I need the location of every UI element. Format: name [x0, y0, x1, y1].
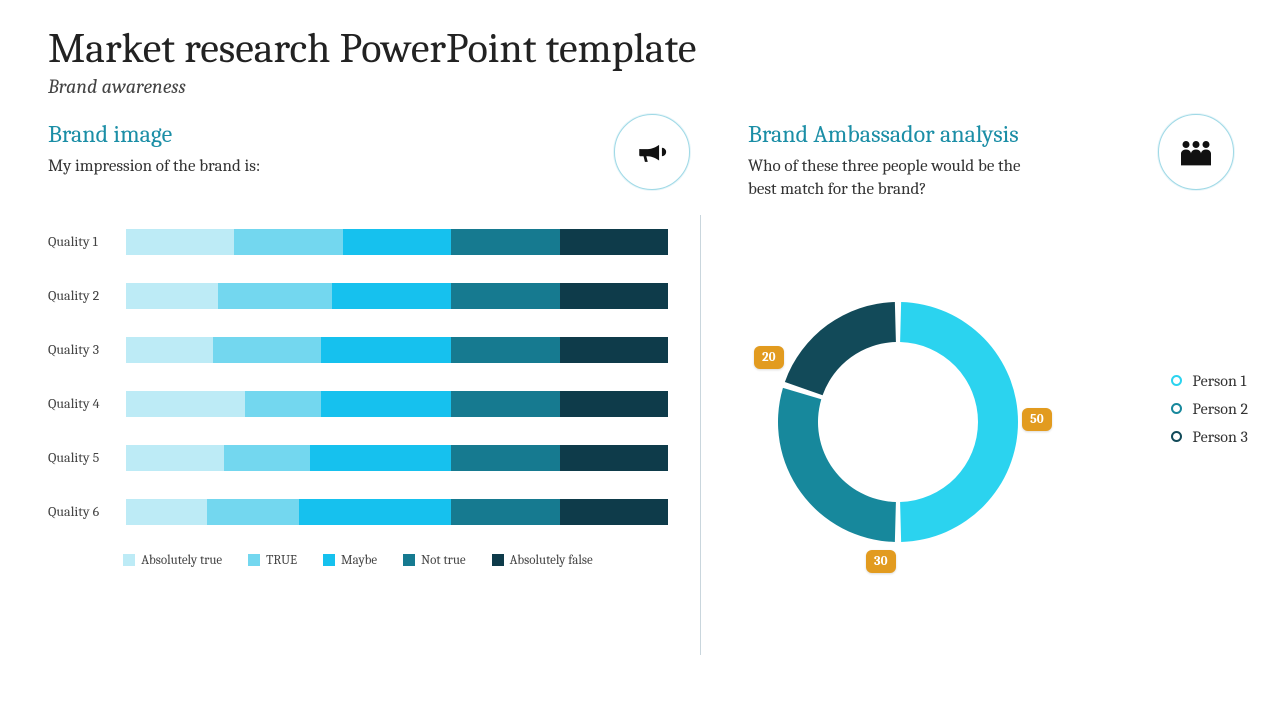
- legend-item: Absolutely true: [123, 553, 222, 568]
- legend-swatch: [323, 554, 335, 566]
- page-title: Market research PowerPoint template: [48, 24, 1232, 73]
- bar-segment: [126, 283, 218, 309]
- bar-segment: [234, 229, 342, 255]
- legend-swatch: [1171, 375, 1182, 386]
- donut-legend: Person 1 Person 2 Person 3: [1171, 372, 1248, 456]
- legend-swatch: [248, 554, 260, 566]
- legend-swatch: [123, 554, 135, 566]
- bar-segment: [126, 445, 224, 471]
- bar-track: [126, 337, 668, 363]
- bar-segment: [126, 229, 234, 255]
- bar-segment: [560, 445, 668, 471]
- bar-label: Quality 1: [48, 233, 126, 250]
- bar-row: Quality 1: [48, 229, 668, 255]
- bar-row: Quality 2: [48, 283, 668, 309]
- bar-label: Quality 3: [48, 341, 126, 358]
- bar-segment: [451, 445, 559, 471]
- bar-segment: [126, 499, 207, 525]
- donut-svg: [748, 272, 1048, 572]
- bar-segment: [560, 283, 668, 309]
- slide: Market research PowerPoint template Bran…: [0, 0, 1280, 604]
- bar-segment: [126, 337, 213, 363]
- legend-item: Person 3: [1171, 428, 1248, 446]
- right-section-title: Brand Ambassador analysis: [748, 120, 1228, 148]
- legend-item: Person 1: [1171, 372, 1248, 390]
- bar-label: Quality 2: [48, 287, 126, 304]
- legend-label: Not true: [421, 553, 466, 568]
- bar-track: [126, 229, 668, 255]
- legend-label: Maybe: [341, 553, 377, 568]
- donut-slice: [778, 388, 896, 542]
- legend-label: Absolutely false: [510, 553, 593, 568]
- legend-label: Person 3: [1192, 428, 1247, 446]
- bar-track: [126, 283, 668, 309]
- bar-segment: [560, 337, 668, 363]
- bar-segment: [451, 391, 559, 417]
- donut-slice: [900, 302, 1018, 542]
- legend-item: TRUE: [248, 553, 297, 568]
- right-column: Brand Ambassador analysis Who of these t…: [708, 120, 1228, 572]
- donut-chart: 503020Person 1Person 2Person 3: [748, 272, 1228, 572]
- left-column: Brand image My impression of the brand i…: [48, 120, 708, 572]
- bar-segment: [451, 337, 559, 363]
- bar-segment: [560, 229, 668, 255]
- slice-value-badge: 30: [866, 550, 896, 573]
- bar-segment: [560, 391, 668, 417]
- bar-segment: [218, 283, 332, 309]
- bar-segment: [451, 229, 559, 255]
- stacked-bar-legend: Absolutely true TRUE Maybe Not true Absolute…: [48, 553, 668, 568]
- legend-label: Person 1: [1192, 372, 1246, 390]
- legend-label: Person 2: [1192, 400, 1248, 418]
- legend-label: Absolutely true: [141, 553, 222, 568]
- people-group-icon: [1158, 114, 1234, 190]
- left-section-title: Brand image: [48, 120, 668, 148]
- bar-track: [126, 499, 668, 525]
- legend-swatch: [492, 554, 504, 566]
- page-subtitle: Brand awareness: [48, 75, 1232, 98]
- legend-item: Not true: [403, 553, 466, 568]
- columns: Brand image My impression of the brand i…: [48, 120, 1232, 572]
- stacked-bar-chart: Quality 1 Quality 2 Quality 3 Quality 4 Qual…: [48, 229, 668, 525]
- bar-segment: [321, 337, 451, 363]
- legend-item: Person 2: [1171, 400, 1248, 418]
- slice-value-badge: 20: [754, 346, 784, 369]
- bar-segment: [299, 499, 451, 525]
- bar-segment: [224, 445, 311, 471]
- legend-item: Absolutely false: [492, 553, 593, 568]
- bar-segment: [245, 391, 321, 417]
- legend-swatch: [1171, 431, 1182, 442]
- donut-slice: [785, 302, 896, 395]
- bar-label: Quality 4: [48, 395, 126, 412]
- bar-row: Quality 3: [48, 337, 668, 363]
- bar-segment: [213, 337, 321, 363]
- bar-track: [126, 391, 668, 417]
- bar-label: Quality 5: [48, 449, 126, 466]
- bar-segment: [310, 445, 451, 471]
- bar-segment: [343, 229, 451, 255]
- bar-label: Quality 6: [48, 503, 126, 520]
- legend-item: Maybe: [323, 553, 377, 568]
- bar-segment: [126, 391, 245, 417]
- bar-segment: [321, 391, 451, 417]
- bar-segment: [560, 499, 668, 525]
- bar-track: [126, 445, 668, 471]
- bar-row: Quality 4: [48, 391, 668, 417]
- legend-label: TRUE: [266, 553, 297, 568]
- bar-segment: [332, 283, 451, 309]
- legend-swatch: [403, 554, 415, 566]
- bar-segment: [451, 499, 559, 525]
- bar-segment: [207, 499, 299, 525]
- slice-value-badge: 50: [1022, 408, 1052, 431]
- left-section-subtitle: My impression of the brand is:: [48, 156, 668, 179]
- bar-segment: [451, 283, 559, 309]
- column-divider: [700, 215, 701, 655]
- legend-swatch: [1171, 403, 1182, 414]
- bar-row: Quality 6: [48, 499, 668, 525]
- megaphone-icon: [614, 114, 690, 190]
- right-section-subtitle: Who of these three people would be the b…: [748, 156, 1048, 202]
- bar-row: Quality 5: [48, 445, 668, 471]
